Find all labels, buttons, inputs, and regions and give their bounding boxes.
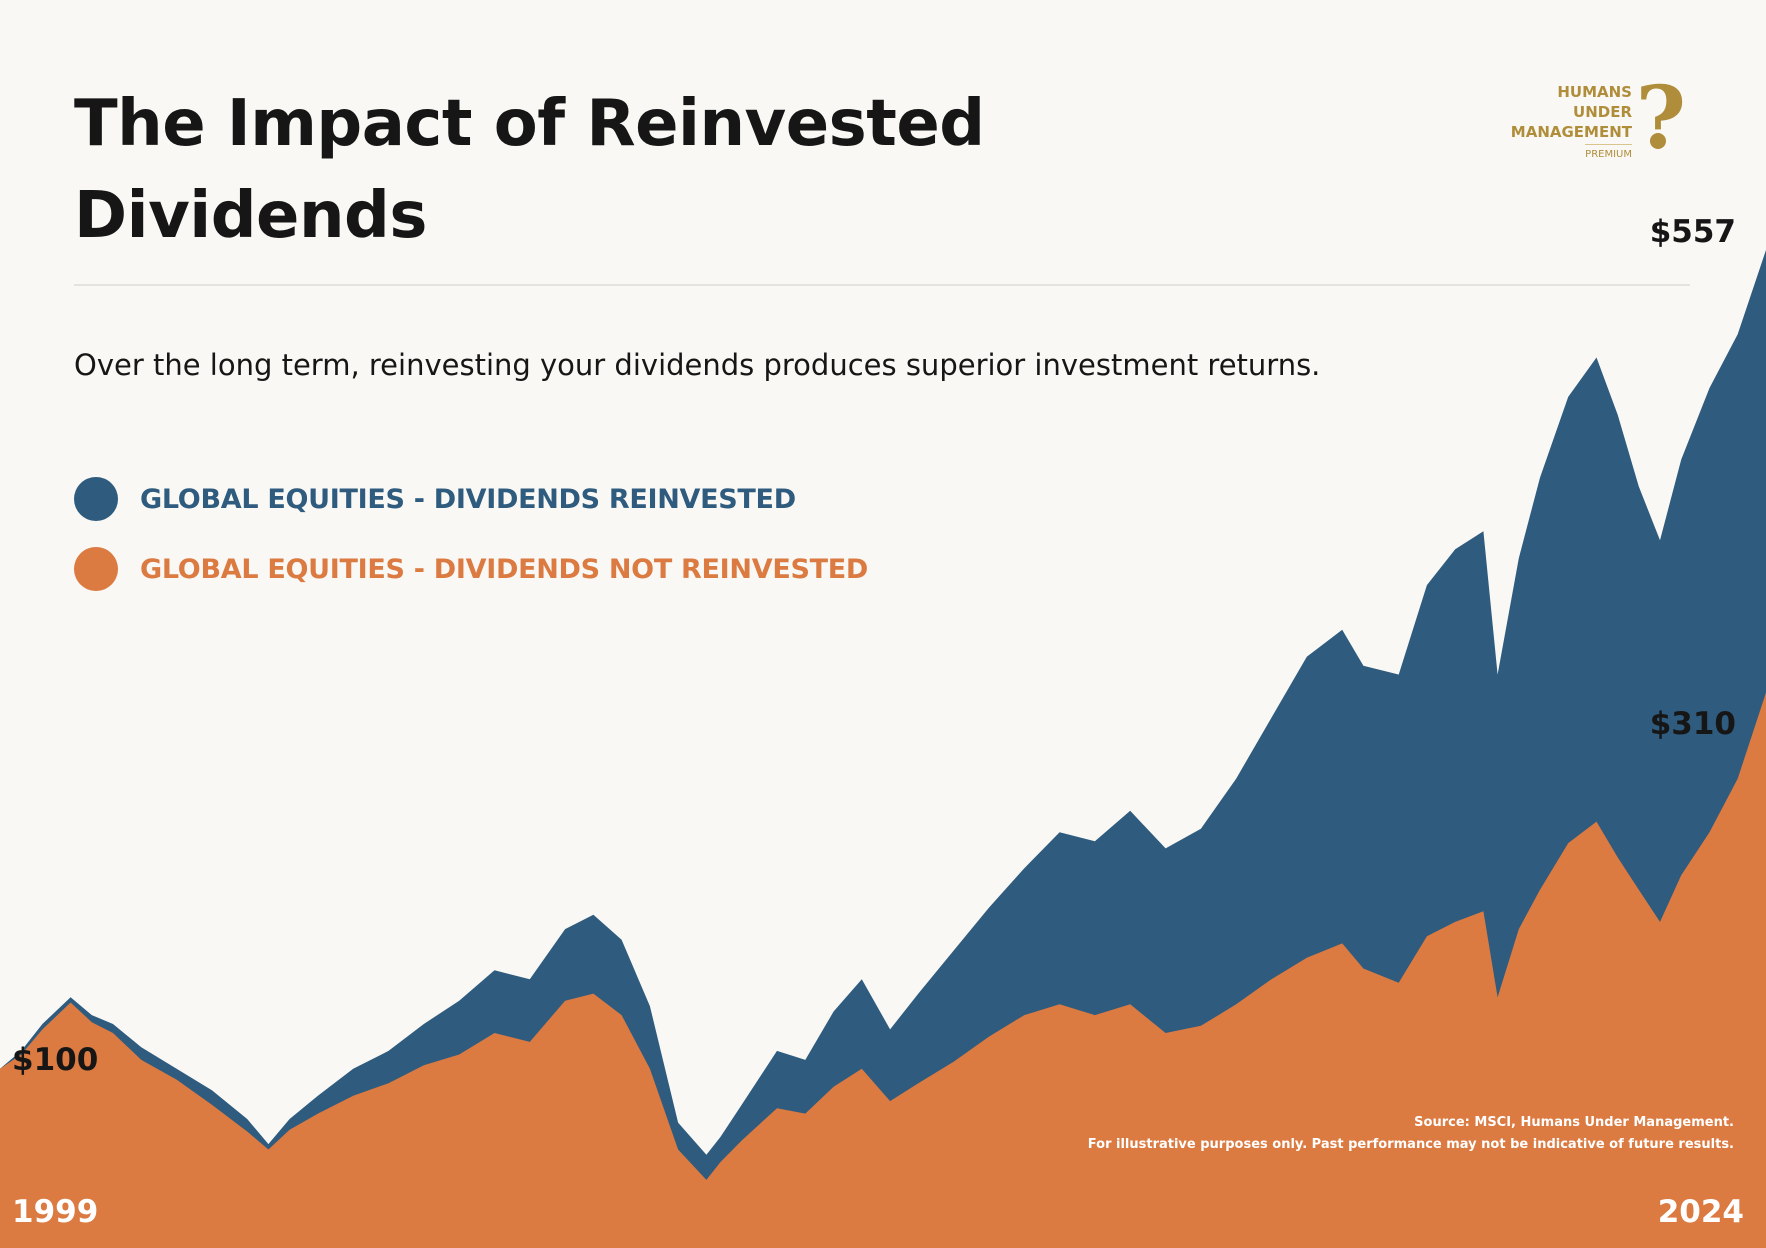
legend-label-not-reinvested: GLOBAL EQUITIES - DIVIDENDS NOT REINVEST… (140, 553, 868, 585)
brand-logo: HUMANS UNDER MANAGEMENT PREMIUM ? (1480, 76, 1690, 172)
source-line-2: For illustrative purposes only. Past per… (1087, 1137, 1734, 1152)
title-divider (74, 284, 1690, 286)
source-note: Source: MSCI, Humans Under Management. F… (1088, 1112, 1734, 1156)
legend-item-reinvested: GLOBAL EQUITIES - DIVIDENDS REINVESTED (74, 476, 868, 522)
logo-line-3: MANAGEMENT (1510, 123, 1632, 141)
end-value-not-reinvested-label: $310 (1649, 706, 1736, 742)
logo-line-4: PREMIUM (1585, 144, 1632, 164)
end-value-reinvested-label: $557 (1649, 214, 1736, 250)
legend-label-reinvested: GLOBAL EQUITIES - DIVIDENDS REINVESTED (140, 483, 796, 515)
source-line-1: Source: MSCI, Humans Under Management. (1414, 1115, 1734, 1130)
page-title: The Impact of Reinvested Dividends (74, 87, 985, 253)
question-mark-logo-icon: ? (1635, 68, 1686, 169)
logo-wordmark: HUMANS UNDER MANAGEMENT PREMIUM (1511, 82, 1632, 164)
legend-dot-reinvested (74, 477, 118, 521)
end-year-label: 2024 (1657, 1194, 1744, 1230)
start-value-label: $100 (12, 1042, 99, 1078)
logo-line-1: HUMANS (1557, 83, 1632, 101)
start-year-label: 1999 (12, 1194, 99, 1230)
page-subtitle: Over the long term, reinvesting your div… (74, 348, 1321, 382)
logo-line-2: UNDER (1573, 103, 1632, 121)
legend-dot-not-reinvested (74, 547, 118, 591)
area-dividends-not-reinvested (0, 692, 1766, 1248)
chart-legend: GLOBAL EQUITIES - DIVIDENDS REINVESTED G… (74, 476, 868, 616)
legend-item-not-reinvested: GLOBAL EQUITIES - DIVIDENDS NOT REINVEST… (74, 546, 868, 592)
